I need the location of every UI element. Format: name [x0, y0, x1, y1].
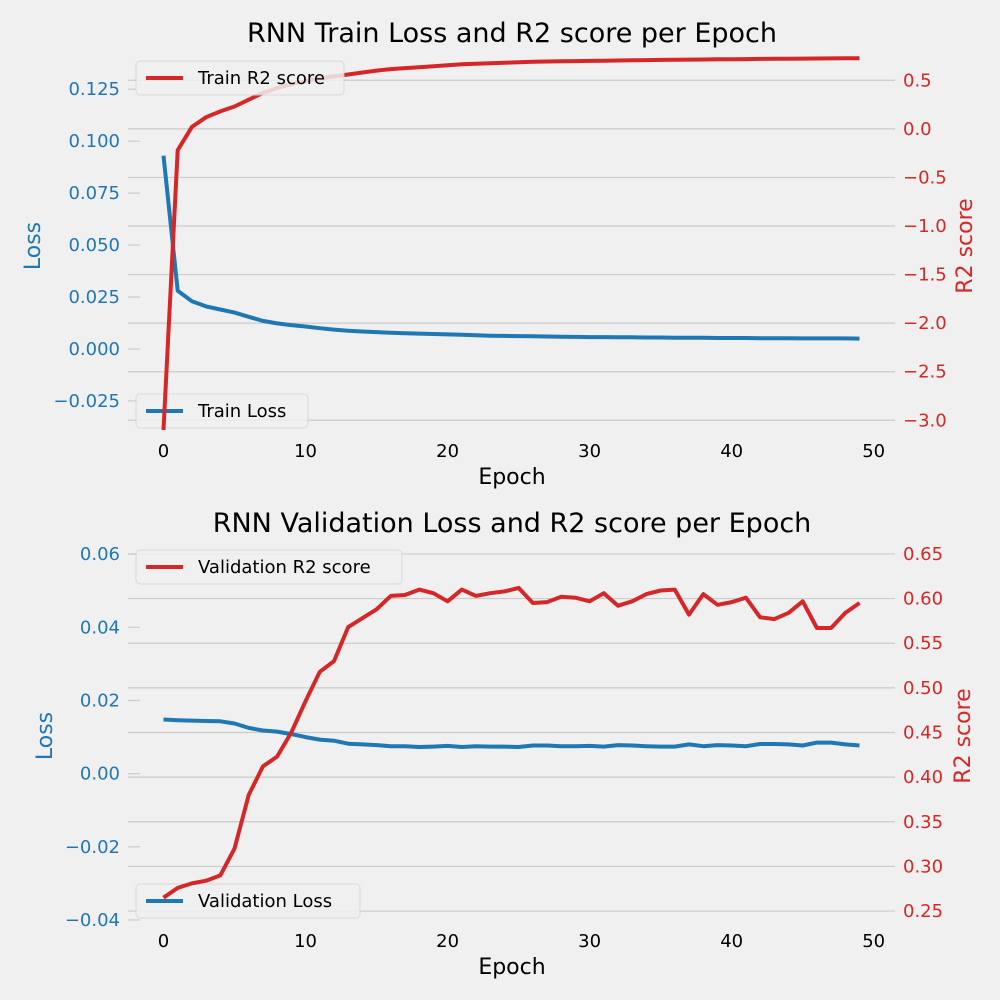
r2-legend-label: Validation R2 score: [198, 557, 371, 578]
left-tick-label: 0.050: [68, 235, 120, 256]
right-tick-label: 0.55: [903, 633, 943, 654]
left-tick-label: −0.025: [53, 391, 120, 412]
x-tick-label: 20: [436, 931, 459, 952]
r2-line: [162, 585, 861, 900]
x-tick-label: 40: [720, 931, 743, 952]
left-tick-label: 0.100: [68, 131, 120, 152]
right-tick-label: −1.0: [903, 216, 947, 237]
x-axis-label: Epoch: [478, 955, 545, 980]
right-tick-label: −0.5: [903, 167, 947, 188]
right-tick-label: 0.60: [903, 589, 943, 610]
loss-legend-box: [135, 393, 309, 429]
right-tick-label: 0.0: [903, 119, 932, 140]
chart-title: RNN Validation Loss and R2 score per Epo…: [213, 508, 812, 539]
right-tick-label: −2.0: [903, 313, 947, 334]
right-tick-label: 0.30: [903, 856, 943, 877]
left-tick-label: −0.02: [65, 837, 120, 858]
right-tick-label: −2.5: [903, 362, 947, 383]
right-tick-label: 0.50: [903, 678, 943, 699]
right-axis-label: R2 score: [951, 688, 976, 783]
x-axis-label: Epoch: [478, 465, 545, 490]
validation-chart: RNN Validation Loss and R2 score per Epo…: [33, 508, 976, 980]
left-axis-label: Loss: [33, 712, 58, 760]
x-tick-label: 30: [578, 931, 601, 952]
loss-line: [161, 155, 860, 341]
x-tick-label: 0: [158, 441, 169, 462]
x-tick-label: 10: [294, 931, 317, 952]
x-tick-label: 0: [158, 931, 169, 952]
x-tick-label: 30: [578, 441, 601, 462]
x-tick-label: 50: [862, 931, 885, 952]
right-tick-label: −1.5: [903, 265, 947, 286]
left-tick-label: 0.025: [68, 287, 120, 308]
left-tick-label: 0.06: [80, 544, 120, 565]
left-tick-label: 0.075: [68, 183, 120, 204]
loss-legend-label: Validation Loss: [198, 891, 332, 912]
r2-legend-box: [135, 549, 403, 585]
right-tick-label: 0.25: [903, 901, 943, 922]
left-tick-label: 0.04: [80, 617, 120, 638]
right-tick-label: 0.65: [903, 544, 943, 565]
train-chart: RNN Train Loss and R2 score per Epoch Ep…: [21, 18, 978, 490]
r2-line: [161, 56, 860, 430]
right-tick-label: −3.0: [903, 410, 947, 431]
right-axis-label: R2 score: [953, 198, 978, 293]
loss-legend-label: Train Loss: [197, 401, 286, 422]
left-axis-label: Loss: [21, 222, 46, 270]
r2-legend-box: [135, 60, 345, 96]
x-tick-label: 50: [862, 441, 885, 462]
x-tick-label: 10: [294, 441, 317, 462]
r2-legend-label: Train R2 score: [197, 68, 325, 89]
left-tick-label: −0.04: [65, 910, 120, 931]
right-tick-label: 0.5: [903, 70, 932, 91]
x-tick-label: 40: [720, 441, 743, 462]
right-tick-label: 0.45: [903, 723, 943, 744]
chart-title: RNN Train Loss and R2 score per Epoch: [247, 18, 777, 49]
left-tick-label: 0.00: [80, 764, 120, 785]
loss-legend-box: [135, 883, 361, 919]
left-tick-label: 0.125: [68, 79, 120, 100]
left-tick-label: 0.02: [80, 690, 120, 711]
left-tick-label: 0.000: [68, 339, 120, 360]
right-tick-label: 0.35: [903, 812, 943, 833]
x-tick-label: 20: [436, 441, 459, 462]
right-tick-label: 0.40: [903, 767, 943, 788]
loss-line: [163, 717, 860, 749]
